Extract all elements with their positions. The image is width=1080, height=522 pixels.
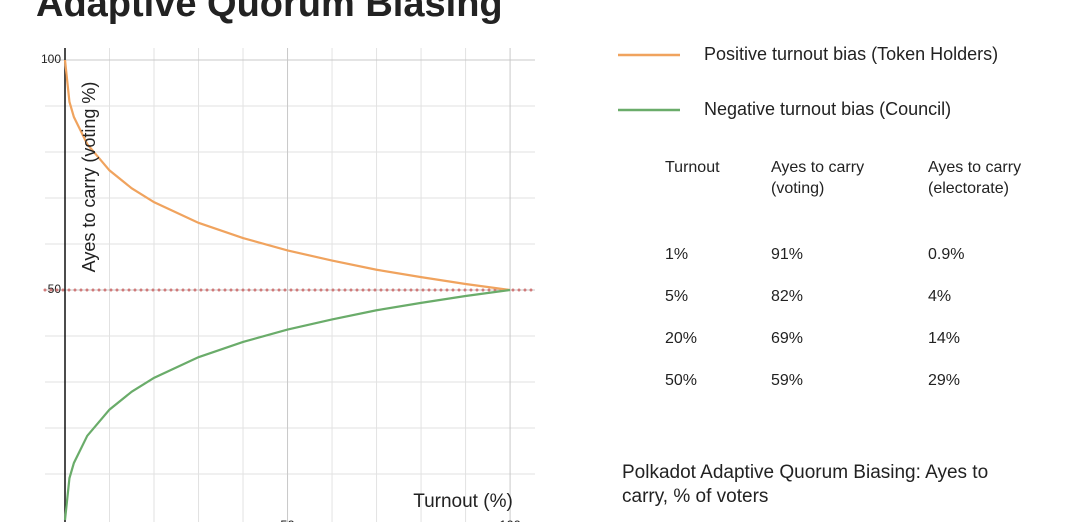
table-cell: 4% [928,288,951,305]
table-header: Ayes to carry [771,159,864,176]
legend-label: Negative turnout bias (Council) [704,99,951,119]
x-tick-label: 50 [280,517,294,522]
table-cell: 5% [665,288,688,305]
table-cell: 14% [928,330,960,347]
table-header: (voting) [771,180,824,197]
table-cell: 0.9% [928,246,964,263]
table-header: Turnout [665,159,720,176]
table-cell: 29% [928,372,960,389]
y-tick-label: 50 [48,282,62,296]
table-cell: 20% [665,330,697,347]
table-cell: 69% [771,330,803,347]
table-header: Ayes to carry [928,159,1021,176]
legend-label: Positive turnout bias (Token Holders) [704,44,998,64]
table-header: (electorate) [928,180,1009,197]
caption: carry, % of voters [622,486,768,507]
caption: Polkadot Adaptive Quorum Biasing: Ayes t… [622,462,988,483]
table-cell: 50% [665,372,697,389]
y-tick-label: 100 [41,52,61,66]
x-axis-label: Turnout (%) [413,491,513,512]
y-axis-label: Ayes to carry (voting %) [79,82,99,273]
series-line [63,288,511,521]
table-cell: 59% [771,372,803,389]
series-line [63,59,511,292]
table-cell: 1% [665,246,688,263]
x-tick-label: 100 [499,517,521,522]
table-cell: 91% [771,246,803,263]
table-cell: 82% [771,288,803,305]
slide-title: Adaptive Quorum Biasing [36,0,503,25]
